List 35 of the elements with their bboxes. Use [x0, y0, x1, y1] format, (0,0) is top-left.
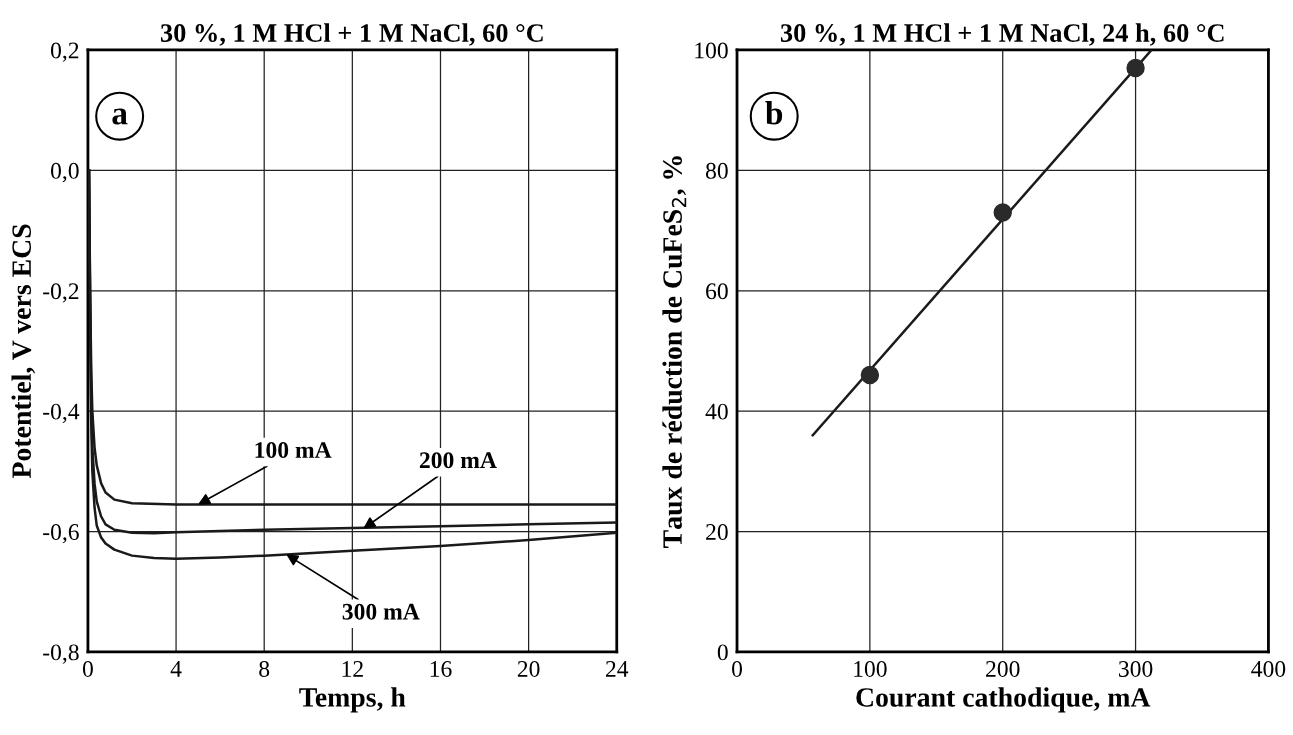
annotation: a: [112, 108, 128, 125]
x-tick-label: 16: [430, 661, 452, 677]
x-tick-label: 400: [1251, 660, 1286, 677]
chart-title: 30 %, 1 M HCl + 1 M NaCl, 60 °C: [160, 23, 543, 46]
y-tick-label: -0,2: [43, 283, 79, 303]
annotation: b: [765, 101, 783, 125]
annotation: 300 mA: [342, 603, 420, 620]
annotation: 100 mA: [255, 442, 332, 458]
y-tick-label: 40: [705, 403, 728, 420]
y-tick-label: 0: [717, 644, 728, 661]
x-tick-label: 20: [517, 660, 540, 677]
y-tick-label: 0,2: [50, 42, 79, 62]
y-tick-label: 100: [695, 42, 728, 59]
x-axis-title: Courant cathodique, mA: [856, 687, 1151, 713]
y-axis-title: Taux de réduction de CuFeS$_{2}$, %: [662, 156, 687, 548]
x-tick-label: 0: [82, 660, 93, 677]
x-tick-label: 12: [342, 661, 363, 677]
y-tick-label: 60: [706, 283, 728, 300]
y-tick-label: -0,4: [43, 403, 80, 423]
y-tick-label: 20: [706, 524, 728, 540]
x-tick-label: 0: [732, 660, 743, 677]
annotation: 200 mA: [419, 452, 497, 469]
y-tick-label: -0,6: [43, 524, 79, 544]
x-tick-label: 100: [854, 660, 887, 677]
y-tick-label: 80: [705, 162, 728, 179]
x-axis-title: Temps, h: [299, 687, 406, 713]
x-tick-label: 300: [1119, 660, 1153, 677]
y-axis-title: Potentiel, V vers ECS: [11, 224, 36, 479]
x-tick-label: 8: [259, 660, 270, 677]
y-tick-label: 0,0: [50, 162, 79, 183]
x-tick-label: 24: [605, 661, 629, 677]
x-tick-label: 200: [986, 660, 1020, 677]
chart-title: 30 %, 1 M HCl + 1 M NaCl, 24 h, 60 °C: [780, 23, 1224, 46]
x-tick-label: 4: [170, 661, 182, 677]
y-tick-label: -0,8: [43, 644, 79, 664]
